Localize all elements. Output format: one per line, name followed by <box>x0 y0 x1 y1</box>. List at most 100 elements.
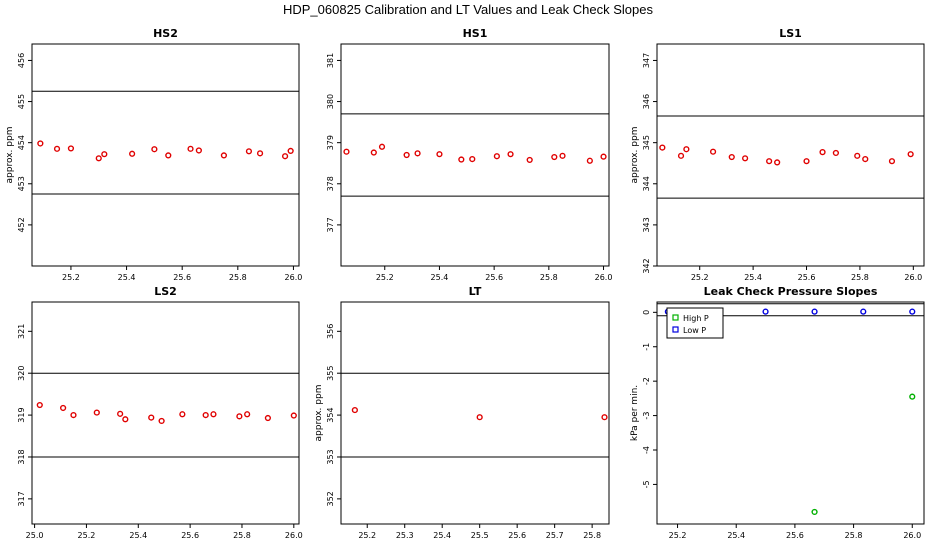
data-point <box>264 414 271 422</box>
x-tick-label: 25.8 <box>233 531 251 540</box>
y-axis-label: approx. ppm <box>5 127 15 184</box>
y-tick-label: 347 <box>642 53 651 68</box>
x-tick-label: 25.2 <box>78 531 96 540</box>
y-tick-label: 352 <box>326 491 335 506</box>
y-tick-label: -4 <box>642 446 651 454</box>
data-point <box>95 155 102 162</box>
data-point <box>728 153 735 161</box>
panel-5: Leak Check Pressure Slopes kPa per min. 25… <box>630 285 925 540</box>
data-point <box>862 156 869 163</box>
data-point <box>117 410 124 417</box>
x-tick-label: 25.8 <box>583 531 601 540</box>
data-point <box>370 149 377 156</box>
legend-marker <box>672 326 679 333</box>
data-point <box>458 156 465 163</box>
y-tick-label: 455 <box>17 94 26 109</box>
data-point <box>762 308 769 315</box>
y-tick-label: 320 <box>17 366 26 381</box>
panel-4: LT approx. ppm 25.2 25.3 25.4 25.5 25.6 25.7 25.… <box>314 285 610 540</box>
data-point <box>436 151 443 158</box>
data-point <box>37 140 44 147</box>
y-tick-label: 356 <box>326 324 335 339</box>
data-point <box>210 411 217 418</box>
legend-label: High P <box>683 314 709 323</box>
data-point <box>811 508 818 516</box>
data-point <box>476 414 483 421</box>
data-point <box>586 157 593 164</box>
y-tick-label: 319 <box>17 407 26 422</box>
y-tick-label: 0 <box>642 310 651 315</box>
data-point <box>287 147 294 154</box>
x-tick-label: 26.0 <box>285 531 303 540</box>
x-tick-label: 25.6 <box>173 273 191 282</box>
data-point <box>165 152 172 159</box>
panel-0: HS2 approx. ppm 25.2 25.4 25.6 25.8 26.0 452 453… <box>5 27 302 282</box>
data-point <box>36 401 43 409</box>
y-tick-label: 354 <box>326 407 335 422</box>
x-tick-label: 25.2 <box>376 273 394 282</box>
data-point <box>907 151 914 158</box>
y-tick-label: 353 <box>326 449 335 464</box>
legend-box <box>666 307 724 339</box>
data-point <box>202 411 209 419</box>
panel-2: LS1 approx. ppm 25.2 25.4 25.6 25.8 26.0 342 343… <box>630 27 925 282</box>
data-point <box>414 150 421 157</box>
data-point <box>709 148 717 155</box>
data-point <box>129 150 136 157</box>
y-tick-label: 317 <box>17 491 26 506</box>
data-point <box>742 155 749 162</box>
x-tick-label: 25.4 <box>431 273 449 282</box>
panel-title: HS2 <box>153 27 178 40</box>
data-point <box>774 159 781 166</box>
panel-title: HS1 <box>463 27 488 40</box>
x-tick-label: 25.4 <box>433 531 451 540</box>
data-point <box>507 151 514 158</box>
data-point <box>290 412 297 419</box>
y-tick-label: 380 <box>326 94 335 109</box>
data-point <box>403 151 410 159</box>
data-point <box>860 308 867 315</box>
panel-title: LS1 <box>779 27 802 40</box>
x-tick-label: 25.4 <box>744 273 762 282</box>
y-tick-label: 355 <box>326 366 335 381</box>
y-tick-label: 342 <box>642 258 651 273</box>
y-tick-label: 318 <box>17 449 26 464</box>
y-tick-label: 453 <box>17 176 26 191</box>
data-point <box>60 404 67 412</box>
y-tick-label: 377 <box>326 217 335 232</box>
y-tick-label: -5 <box>642 480 651 488</box>
data-point <box>378 143 386 150</box>
y-axis-label: approx. ppm <box>630 127 640 184</box>
y-tick-label: 452 <box>17 217 26 232</box>
data-point <box>256 150 264 157</box>
x-tick-label: 25.6 <box>485 273 503 282</box>
data-point <box>93 409 100 416</box>
x-tick-label: 25.2 <box>669 531 687 540</box>
data-point <box>101 151 108 158</box>
data-point <box>70 411 77 419</box>
data-point <box>67 145 75 152</box>
data-point <box>854 152 861 159</box>
data-point <box>600 153 607 160</box>
data-point <box>909 393 916 400</box>
x-tick-label: 25.2 <box>358 531 376 540</box>
data-point <box>158 417 165 425</box>
data-point <box>53 145 61 152</box>
data-point <box>469 156 476 163</box>
legend-label: Low P <box>683 326 706 335</box>
data-point <box>832 149 839 157</box>
data-point <box>244 411 251 418</box>
legend-marker <box>672 314 679 321</box>
x-tick-label: 25.8 <box>229 273 247 282</box>
y-tick-label: 456 <box>17 53 26 68</box>
y-tick-label: 344 <box>642 176 651 191</box>
y-axis-label: approx. ppm <box>314 385 324 442</box>
data-point <box>766 158 773 165</box>
x-tick-label: 25.6 <box>798 273 816 282</box>
data-point <box>245 148 253 155</box>
data-point <box>526 156 533 164</box>
data-point <box>659 144 666 151</box>
panel-title: Leak Check Pressure Slopes <box>704 285 878 298</box>
data-point <box>677 152 685 159</box>
page-title: HDP_060825 Calibration and LT Values and… <box>282 2 654 17</box>
